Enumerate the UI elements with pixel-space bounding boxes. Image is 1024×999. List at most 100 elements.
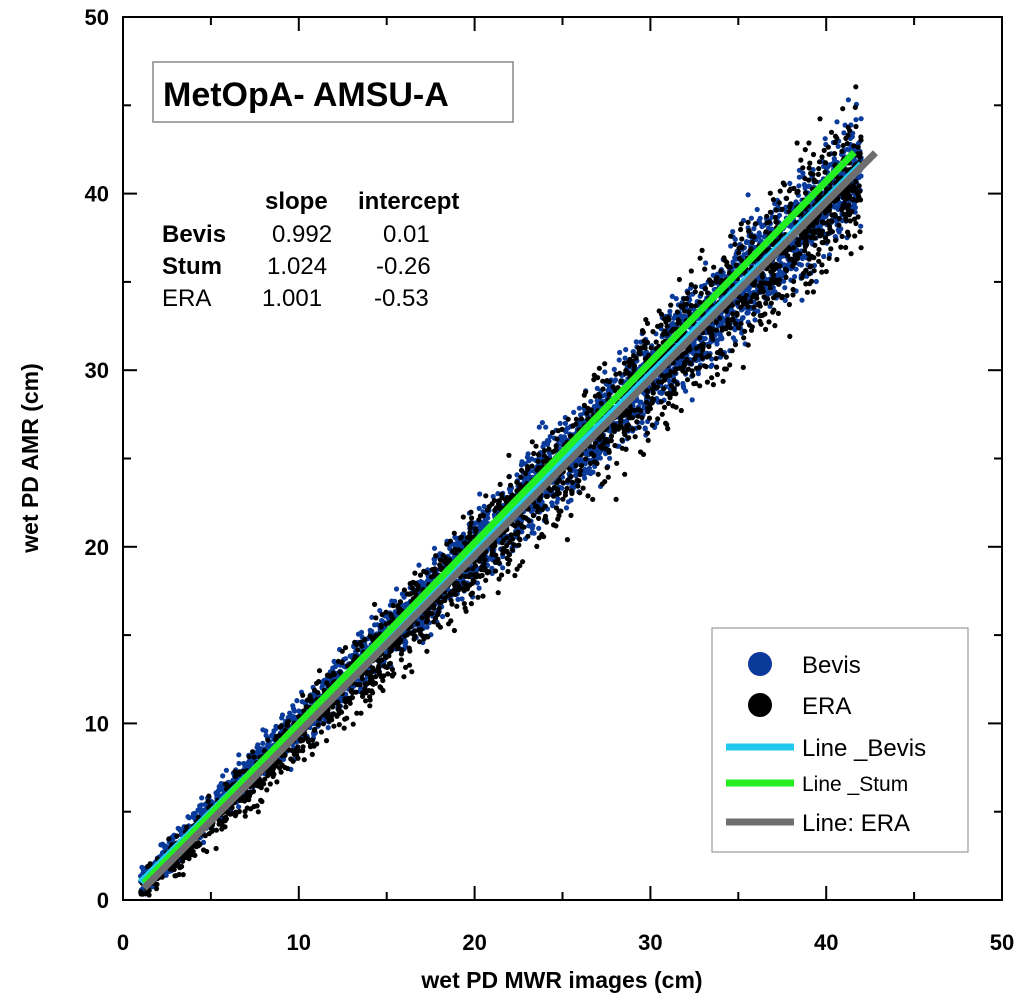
bevis-point: [633, 339, 639, 345]
bevis-point: [260, 740, 266, 747]
era-point: [748, 298, 754, 304]
bevis-point: [623, 347, 629, 353]
bevis-point: [796, 174, 802, 180]
bevis-point: [213, 790, 219, 796]
era-point: [320, 721, 327, 727]
era-point: [682, 308, 688, 314]
x-tick-label: 0: [117, 930, 129, 955]
era-point: [685, 290, 691, 296]
x-tick-label: 50: [990, 930, 1014, 955]
bevis-point: [617, 349, 623, 356]
era-point: [648, 345, 654, 351]
bevis-point: [544, 441, 551, 447]
bevis-point: [844, 146, 851, 152]
bevis-point: [290, 706, 297, 712]
bevis-point: [392, 598, 398, 604]
x-tick-label: 20: [462, 930, 486, 955]
bevis-point: [571, 409, 577, 415]
era-point: [664, 331, 670, 337]
era-point: [483, 493, 489, 499]
bevis-point: [836, 202, 842, 208]
bevis-point: [586, 465, 593, 471]
bevis-point: [831, 156, 837, 162]
era-point: [232, 769, 238, 775]
bevis-point: [536, 424, 542, 430]
x-tick-label: 40: [814, 930, 838, 955]
bevis-point: [369, 614, 375, 620]
bevis-point: [793, 266, 799, 272]
era-point: [690, 372, 696, 378]
era-point: [536, 515, 542, 522]
bevis-point: [792, 274, 798, 280]
era-point: [806, 140, 812, 146]
era-point: [625, 427, 631, 433]
era-point: [692, 289, 698, 295]
bevis-point: [288, 713, 294, 719]
bevis-point: [616, 357, 622, 363]
bevis-point: [680, 383, 686, 389]
era-point: [529, 463, 535, 469]
era-point: [786, 209, 792, 215]
bevis-point: [667, 308, 673, 314]
bevis-point: [236, 760, 242, 767]
era-point: [684, 356, 690, 362]
era-point: [858, 245, 864, 251]
bevis-point: [745, 192, 751, 198]
bevis-point: [730, 229, 736, 235]
era-point: [398, 657, 404, 663]
era-point: [697, 383, 703, 389]
era-point: [739, 236, 745, 242]
era-point: [525, 533, 531, 539]
bevis-point: [852, 205, 858, 211]
era-point: [477, 557, 483, 563]
bevis-point: [477, 491, 483, 497]
era-point: [446, 621, 452, 627]
bevis-point: [673, 296, 679, 302]
bevis-point: [590, 469, 596, 475]
era-point: [665, 426, 671, 432]
bevis-point: [257, 748, 263, 754]
bevis-point: [199, 795, 205, 801]
bevis-point: [703, 260, 709, 266]
bevis-point: [526, 458, 532, 464]
bevis-point: [139, 864, 145, 870]
bevis-point: [710, 272, 716, 278]
bevis-point: [489, 565, 495, 571]
era-point: [401, 587, 407, 593]
bevis-point: [757, 233, 763, 239]
era-point: [827, 226, 833, 232]
bevis-point: [563, 505, 570, 511]
bevis-point: [273, 723, 279, 730]
era-point: [806, 271, 813, 277]
era-point: [819, 154, 825, 160]
era-point: [454, 603, 460, 609]
bevis-point: [582, 466, 588, 473]
bevis-point: [845, 97, 852, 103]
bevis-point: [783, 204, 789, 210]
era-point: [685, 366, 692, 372]
bevis-point: [431, 557, 438, 563]
bevis-point: [294, 698, 300, 704]
bevis-point: [708, 363, 714, 369]
bevis-point: [856, 175, 862, 181]
era-point: [370, 665, 376, 671]
era-point: [483, 577, 489, 583]
era-point: [644, 430, 651, 436]
era-point: [535, 452, 542, 458]
era-point: [857, 229, 863, 235]
bevis-point: [377, 608, 383, 614]
era-point: [713, 327, 720, 333]
bevis-point: [607, 428, 613, 434]
era-point: [773, 207, 780, 213]
bevis-point: [483, 520, 489, 527]
bevis-point: [728, 243, 734, 249]
bevis-point: [740, 315, 746, 321]
bevis-point: [748, 215, 755, 221]
era-point: [242, 813, 248, 819]
bevis-point: [858, 116, 864, 122]
era-point: [733, 321, 739, 327]
bevis-point: [802, 185, 808, 191]
bevis-point: [594, 385, 600, 391]
bevis-point: [821, 253, 827, 260]
